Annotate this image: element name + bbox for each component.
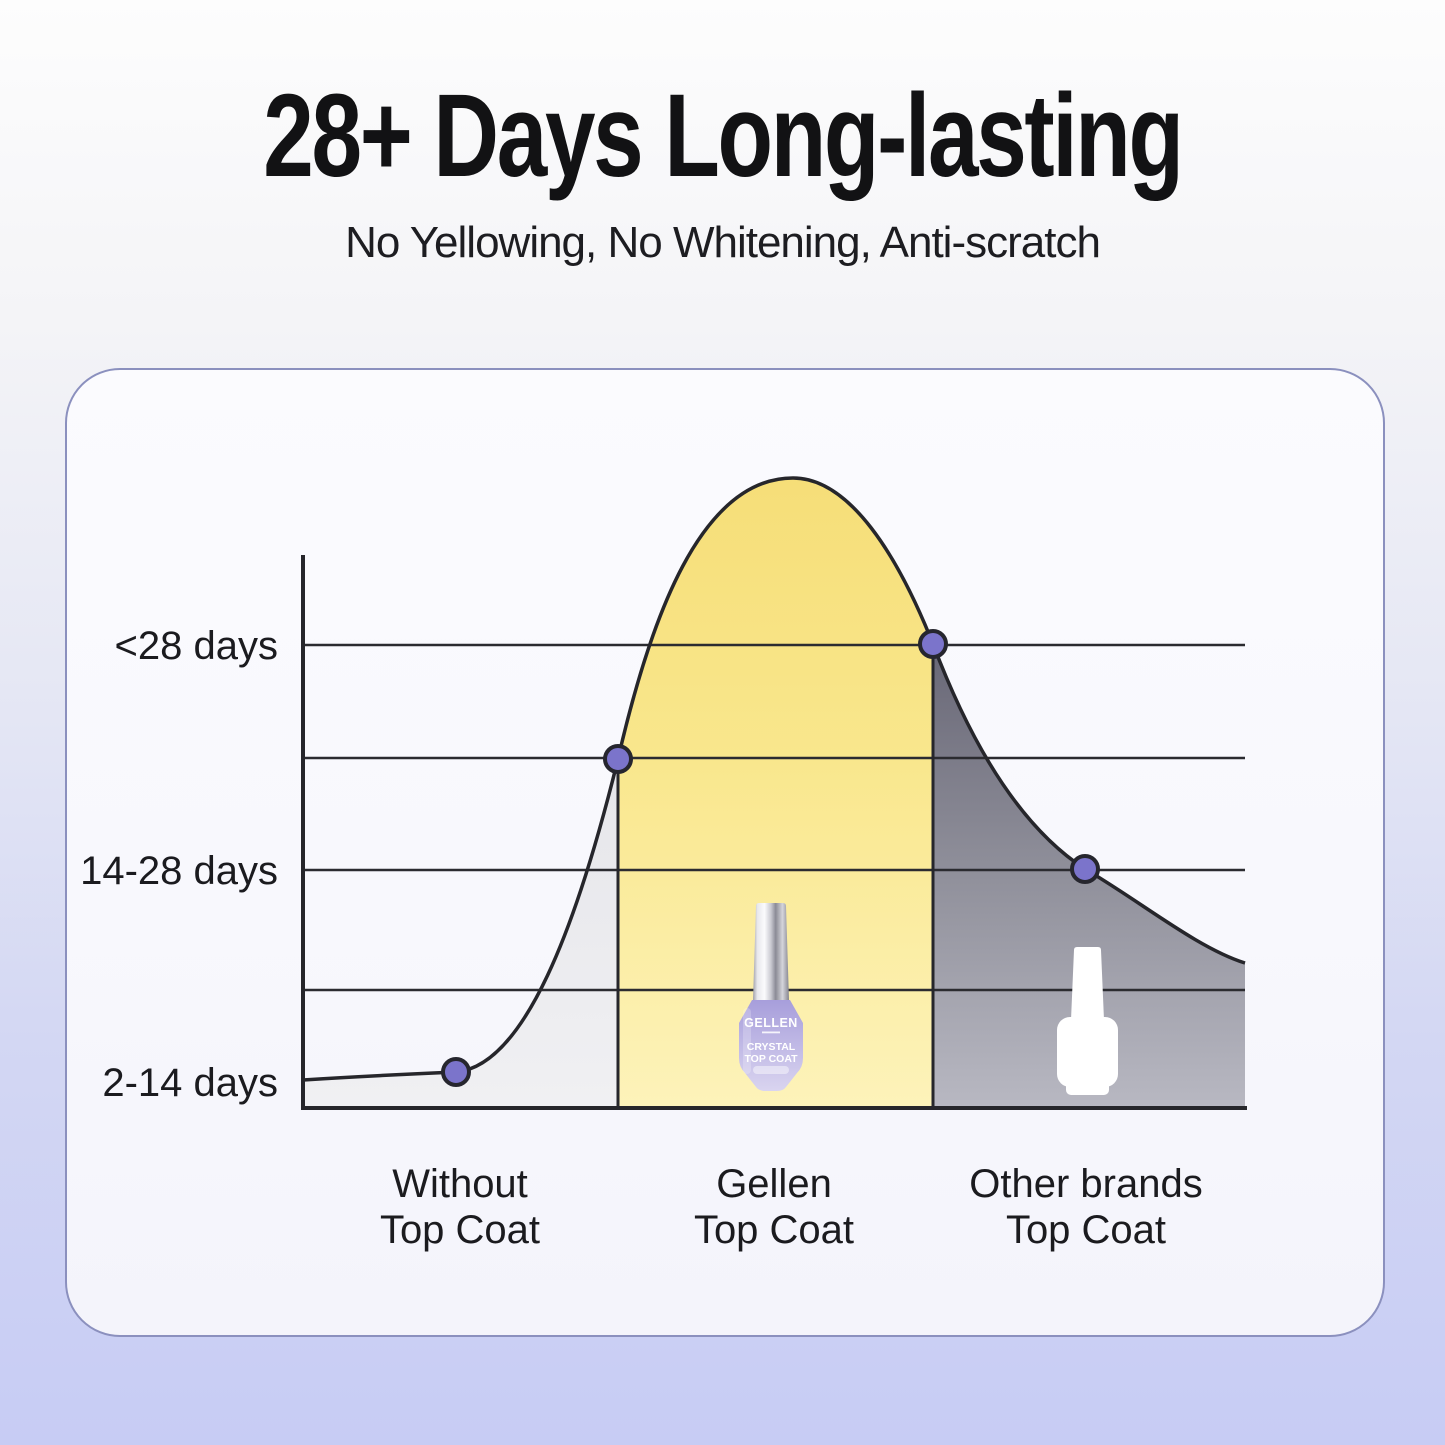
x-label-without-line1: Without	[392, 1162, 528, 1206]
gellen-bottle-cap	[753, 903, 789, 1000]
gellen-bottle-tagline-rule	[762, 1031, 780, 1034]
wear-duration-curve	[302, 476, 1246, 1082]
page-subtitle: No Yellowing, No Whitening, Anti-scratch	[345, 218, 1101, 267]
gellen-bottle-band	[753, 1066, 789, 1074]
gellen-bottle-highlight	[743, 1008, 751, 1074]
x-label-other-line1: Other brands	[969, 1162, 1202, 1206]
x-label-gellen-line2: Top Coat	[694, 1208, 854, 1252]
x-label-without-line2: Top Coat	[380, 1208, 540, 1252]
page-title: 28+ Days Long-lasting	[263, 70, 1184, 202]
other-brand-bottle-body	[1057, 1017, 1118, 1087]
data-point-other-brands	[1070, 854, 1100, 884]
data-point-gellen-left	[603, 744, 633, 774]
area-without-top-coat	[303, 759, 618, 1108]
y-tick-14-28days: 14-28 days	[80, 849, 278, 893]
gellen-bottle-brand: GELLEN	[744, 1016, 798, 1030]
gellen-bottle-label-line2: TOP COAT	[744, 1053, 798, 1065]
y-tick-2-14days: 2-14 days	[102, 1061, 278, 1105]
gellen-bottle-body	[739, 1000, 803, 1091]
y-tick-28days: <28 days	[115, 624, 278, 668]
data-point-gellen-right	[918, 629, 948, 659]
data-point-without-top-coat	[441, 1057, 471, 1087]
x-label-gellen-line1: Gellen	[716, 1162, 832, 1206]
area-gellen-top-coat	[618, 478, 933, 1108]
other-brand-bottle-cap	[1071, 947, 1104, 1020]
other-brand-bottle	[1057, 947, 1118, 1095]
x-label-other-line2: Top Coat	[1006, 1208, 1166, 1252]
data-points	[441, 629, 1100, 1087]
other-brand-bottle-foot	[1066, 1080, 1109, 1095]
gellen-bottle: GELLEN CRYSTAL TOP COAT	[739, 903, 803, 1091]
gellen-bottle-label-line1: CRYSTAL	[747, 1041, 796, 1053]
